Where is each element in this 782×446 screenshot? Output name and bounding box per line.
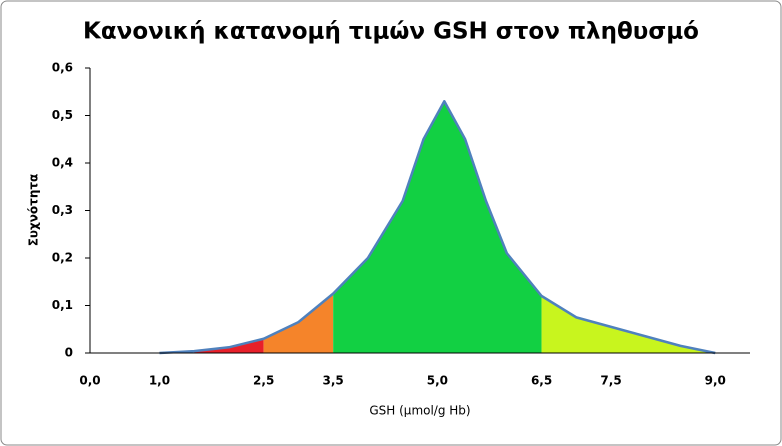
area-region: [541, 295, 716, 353]
x-tick-label: 6,5: [531, 374, 552, 388]
y-tick-label: 0,2: [52, 251, 73, 265]
x-tick-label: 2,5: [253, 374, 274, 388]
y-tick-label: 0,1: [52, 298, 73, 312]
x-tick-label: 7,5: [600, 374, 621, 388]
x-tick-label: 3,5: [323, 374, 344, 388]
y-tick-label: 0: [65, 346, 73, 360]
x-tick-label: 1,0: [149, 374, 170, 388]
x-axis-title: GSH (μmol/g Hb): [369, 404, 470, 418]
curve-line: [159, 100, 716, 355]
y-tick-label: 0,5: [52, 108, 73, 122]
y-tick-label: 0,6: [52, 61, 73, 75]
y-tick-label: 0,3: [52, 203, 73, 217]
x-tick-label: 0,0: [79, 374, 100, 388]
x-tick-label: 5,0: [427, 374, 448, 388]
x-tick-label: 9,0: [705, 374, 726, 388]
area-region: [333, 101, 542, 353]
y-axis-title: Συχνότητα: [27, 174, 41, 247]
chart-title: Κανονική κατανομή τιμών GSH στον πληθυσμ…: [83, 19, 699, 45]
y-tick-label: 0,4: [52, 156, 73, 170]
